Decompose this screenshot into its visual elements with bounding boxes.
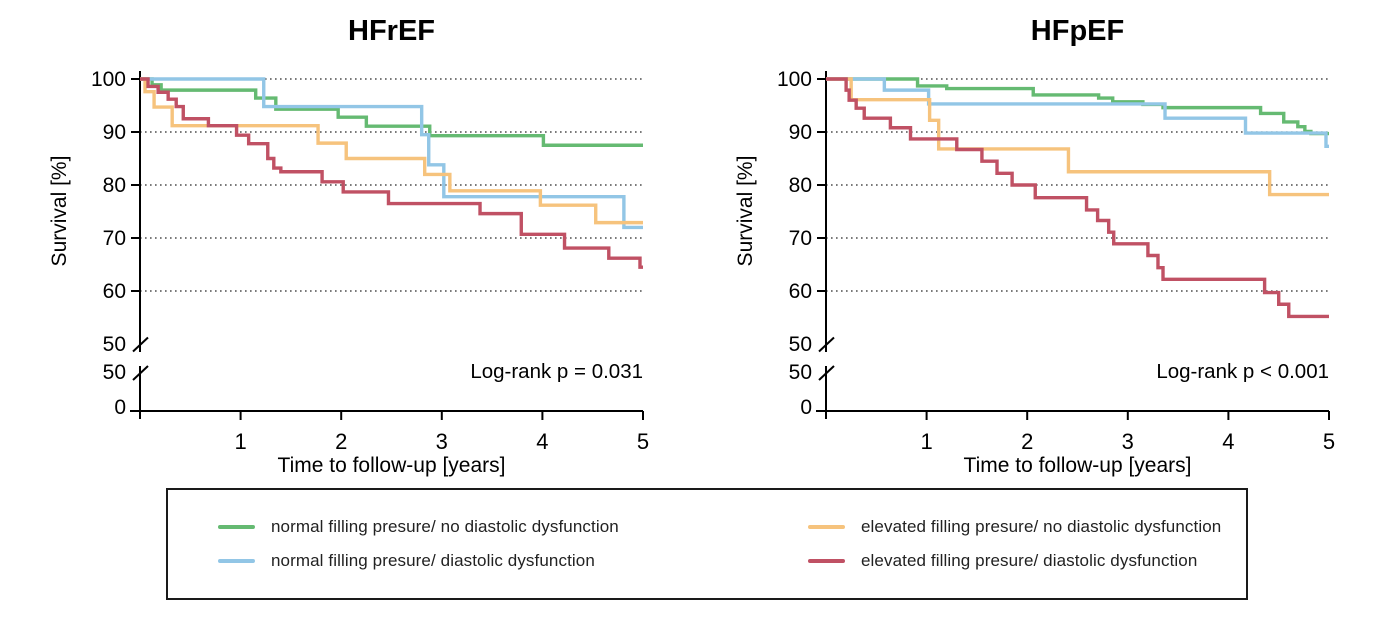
- y-axis-break-slash-lower: [132, 365, 149, 381]
- y-tick-label-80: 80: [789, 174, 812, 197]
- x-tick-label-4: 4: [1222, 429, 1234, 454]
- y-tick-label-70: 70: [789, 227, 812, 250]
- x-tick-label-1: 1: [920, 429, 932, 454]
- y-tick-label-lower-50: 50: [789, 361, 812, 384]
- x-tick-label-2: 2: [1021, 429, 1033, 454]
- legend-column-right: elevated filling presure/ no diastolic d…: [808, 517, 1228, 571]
- x-tick-label-3: 3: [436, 429, 448, 454]
- legend-swatch-blue: [218, 559, 255, 563]
- legend-item-blue: normal filling presure/ diastolic dysfun…: [218, 551, 808, 571]
- y-tick-label-70: 70: [103, 227, 126, 250]
- y-tick-label-60: 60: [789, 280, 812, 303]
- legend-swatch-green: [218, 525, 255, 529]
- y-tick-label-50: 50: [789, 333, 812, 356]
- y-tick-label-100: 100: [777, 68, 812, 91]
- log-rank-annotation: Log-rank p < 0.001: [1156, 360, 1329, 383]
- y-tick-label-0: 0: [800, 396, 812, 419]
- y-tick-label-lower-50: 50: [103, 361, 126, 384]
- x-axis-label: Time to follow-up [years]: [278, 454, 506, 477]
- panel-title: HFpEF: [1031, 15, 1124, 47]
- legend-column-left: normal filling presure/ no diastolic dys…: [218, 517, 808, 571]
- y-tick-label-80: 80: [103, 174, 126, 197]
- y-axis-label: Survival [%]: [48, 156, 71, 267]
- y-tick-label-50: 50: [103, 333, 126, 356]
- y-tick-label-100: 100: [91, 68, 126, 91]
- curve-orange-HFpEF: [826, 77, 1329, 197]
- legend-swatch-red: [808, 559, 845, 563]
- x-tick-label-3: 3: [1122, 429, 1134, 454]
- curve-orange-HFrEF: [140, 77, 643, 225]
- curve-red-HFpEF: [826, 77, 1329, 319]
- x-tick-label-4: 4: [536, 429, 548, 454]
- y-tick-label-0: 0: [114, 396, 126, 419]
- curve-green-HFrEF: [140, 77, 643, 147]
- x-tick-label-5: 5: [637, 429, 649, 454]
- curve-red-HFrEF: [140, 77, 643, 269]
- panel-title: HFrEF: [348, 15, 435, 47]
- x-tick-label-5: 5: [1323, 429, 1335, 454]
- x-tick-label-1: 1: [234, 429, 246, 454]
- x-axis-label: Time to follow-up [years]: [964, 454, 1192, 477]
- y-axis-label: Survival [%]: [734, 156, 757, 267]
- legend-label: normal filling presure/ diastolic dysfun…: [271, 551, 595, 570]
- legend-label: normal filling presure/ no diastolic dys…: [271, 517, 619, 536]
- y-axis-break-slash-upper: [132, 336, 149, 353]
- legend-label: elevated filling presure/ no diastolic d…: [861, 517, 1222, 536]
- curve-green-HFpEF: [826, 77, 1329, 136]
- legend-label: elevated filling presure/ diastolic dysf…: [861, 551, 1198, 570]
- legend-item-orange: elevated filling presure/ no diastolic d…: [808, 517, 1228, 537]
- curve-blue-HFrEF: [140, 77, 643, 230]
- y-axis-break-slash-lower: [818, 365, 835, 381]
- legend: normal filling presure/ no diastolic dys…: [166, 488, 1248, 600]
- legend-item-green: normal filling presure/ no diastolic dys…: [218, 517, 808, 537]
- x-tick-label-2: 2: [335, 429, 347, 454]
- log-rank-annotation: Log-rank p = 0.031: [470, 360, 643, 383]
- legend-swatch-orange: [808, 525, 845, 529]
- legend-item-red: elevated filling presure/ diastolic dysf…: [808, 551, 1228, 571]
- y-tick-label-60: 60: [103, 280, 126, 303]
- y-tick-label-90: 90: [103, 121, 126, 144]
- y-axis-break-slash-upper: [818, 336, 835, 353]
- curve-blue-HFpEF: [826, 77, 1329, 149]
- y-tick-label-90: 90: [789, 121, 812, 144]
